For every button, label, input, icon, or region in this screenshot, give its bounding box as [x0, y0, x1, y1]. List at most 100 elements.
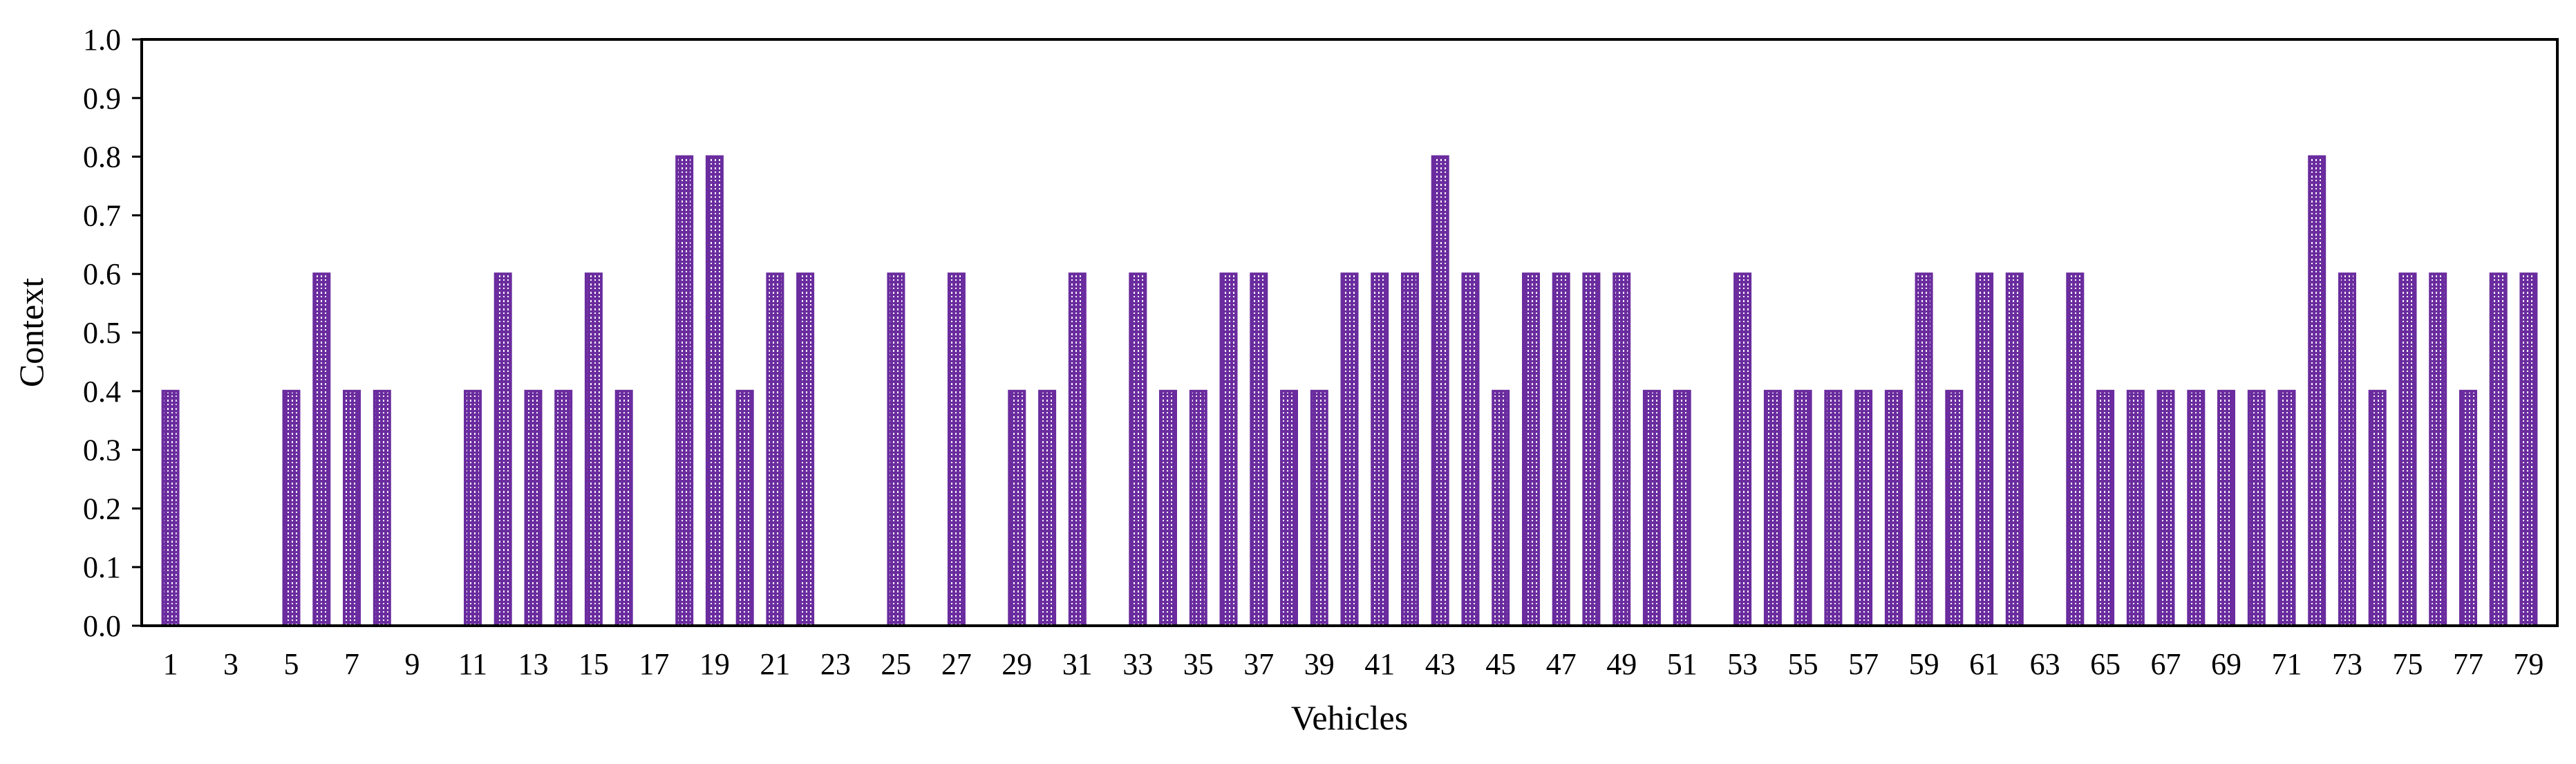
bar-vehicle-57	[1854, 389, 1873, 627]
x-tick-label: 71	[2272, 647, 2302, 681]
bar-vehicle-33	[1129, 272, 1147, 627]
x-tick-label: 1	[163, 647, 178, 681]
bar-vehicle-74	[2368, 389, 2387, 627]
y-tick-label: 0.1	[83, 550, 121, 584]
x-tick-label: 67	[2151, 647, 2181, 681]
x-tick-label: 15	[579, 647, 609, 681]
bar-vehicle-20	[735, 389, 754, 627]
bar-vehicle-35	[1189, 389, 1207, 627]
bar-vehicle-48	[1582, 272, 1601, 627]
y-tick-label: 0.0	[83, 609, 121, 643]
bar-vehicle-54	[1763, 389, 1782, 627]
bar-vehicle-25	[887, 272, 905, 627]
x-tick-label: 27	[941, 647, 972, 681]
y-tick-label: 1.0	[83, 23, 121, 57]
bar-vehicle-16	[614, 389, 633, 627]
bar-vehicle-1	[161, 389, 180, 627]
y-tick-label: 0.7	[83, 198, 121, 232]
x-tick-label: 25	[881, 647, 911, 681]
bar-vehicle-30	[1038, 389, 1057, 627]
bar-vehicle-41	[1371, 272, 1389, 627]
bar-vehicle-73	[2338, 272, 2356, 627]
bar-vehicle-65	[2096, 389, 2115, 627]
x-axis: 1 3 5 7 9 11 13 15 17 19 21 23 25 27 29 31 33 35 37 39 41 43 4…	[163, 647, 2544, 681]
bar-vehicle-75	[2398, 272, 2417, 627]
x-tick-label: 33	[1122, 647, 1153, 681]
y-tick-label: 0.9	[83, 82, 121, 115]
bar-vehicle-55	[1794, 389, 1812, 627]
bar-vehicle-31	[1068, 272, 1087, 627]
bar-vehicle-71	[2277, 389, 2296, 627]
bar-vehicle-68	[2187, 389, 2206, 627]
x-tick-label: 11	[458, 647, 487, 681]
bar-vehicle-42	[1401, 272, 1419, 627]
y-tick-label: 0.5	[83, 316, 121, 350]
x-tick-label: 57	[1848, 647, 1879, 681]
x-tick-label: 49	[1606, 647, 1637, 681]
bar-vehicle-21	[766, 272, 784, 627]
bar-vehicle-78	[2489, 272, 2508, 627]
x-tick-label: 69	[2211, 647, 2241, 681]
bar-vehicle-72	[2308, 155, 2326, 628]
x-tick-label: 5	[284, 647, 299, 681]
x-tick-label: 59	[1909, 647, 1939, 681]
x-tick-label: 79	[2513, 647, 2544, 681]
bar-vehicle-77	[2459, 389, 2477, 627]
x-tick-label: 77	[2453, 647, 2483, 681]
x-tick-label: 9	[405, 647, 420, 681]
x-tick-label: 63	[2030, 647, 2060, 681]
x-tick-label: 53	[1727, 647, 1758, 681]
bar-vehicle-70	[2247, 389, 2266, 627]
bar-vehicle-19	[705, 155, 724, 628]
bar-vehicle-69	[2217, 389, 2235, 627]
bar-vehicle-15	[584, 272, 603, 627]
x-tick-label: 43	[1425, 647, 1456, 681]
bar-vehicle-59	[1915, 272, 1933, 627]
bar-vehicle-49	[1613, 272, 1631, 627]
bar-vehicle-61	[1975, 272, 1994, 627]
bar-vehicle-66	[2126, 389, 2145, 627]
x-tick-label: 7	[344, 647, 359, 681]
bar-vehicle-58	[1884, 389, 1903, 627]
x-tick-label: 13	[518, 647, 549, 681]
x-tick-label: 65	[2090, 647, 2121, 681]
y-tick-label: 0.8	[83, 140, 121, 174]
bar-vehicle-36	[1219, 272, 1238, 627]
bar-vehicle-14	[554, 389, 573, 627]
bar-vehicle-39	[1310, 389, 1328, 627]
bar-vehicle-56	[1824, 389, 1843, 627]
bar-vehicle-34	[1159, 389, 1177, 627]
bars-group	[161, 155, 2538, 628]
bar-vehicle-22	[796, 272, 815, 627]
bar-vehicle-50	[1642, 389, 1661, 627]
y-tick-label: 0.6	[83, 257, 121, 291]
x-tick-label: 23	[820, 647, 851, 681]
bar-vehicle-27	[947, 272, 966, 627]
bar-vehicle-76	[2429, 272, 2447, 627]
x-tick-label: 51	[1667, 647, 1698, 681]
x-tick-label: 21	[760, 647, 790, 681]
bar-vehicle-29	[1008, 389, 1026, 627]
x-tick-label: 19	[699, 647, 730, 681]
y-tick-label: 0.2	[83, 492, 121, 525]
x-tick-label: 73	[2332, 647, 2362, 681]
bar-vehicle-5	[282, 389, 301, 627]
y-tick-label: 0.3	[83, 434, 121, 467]
x-tick-label: 39	[1304, 647, 1335, 681]
bar-vehicle-62	[2005, 272, 2024, 627]
bar-vehicle-7	[343, 389, 361, 627]
bar-vehicle-51	[1673, 389, 1691, 627]
y-tick-label: 0.4	[83, 375, 121, 409]
x-tick-label: 61	[1969, 647, 2000, 681]
x-tick-label: 41	[1364, 647, 1395, 681]
bar-vehicle-53	[1733, 272, 1752, 627]
bar-vehicle-47	[1552, 272, 1570, 627]
x-axis-title: Vehicles	[1291, 698, 1408, 737]
bar-vehicle-40	[1340, 272, 1359, 627]
bar-vehicle-8	[373, 389, 391, 627]
bar-vehicle-11	[464, 389, 482, 627]
bar-vehicle-44	[1461, 272, 1480, 627]
x-tick-label: 45	[1485, 647, 1516, 681]
x-tick-label: 75	[2393, 647, 2423, 681]
